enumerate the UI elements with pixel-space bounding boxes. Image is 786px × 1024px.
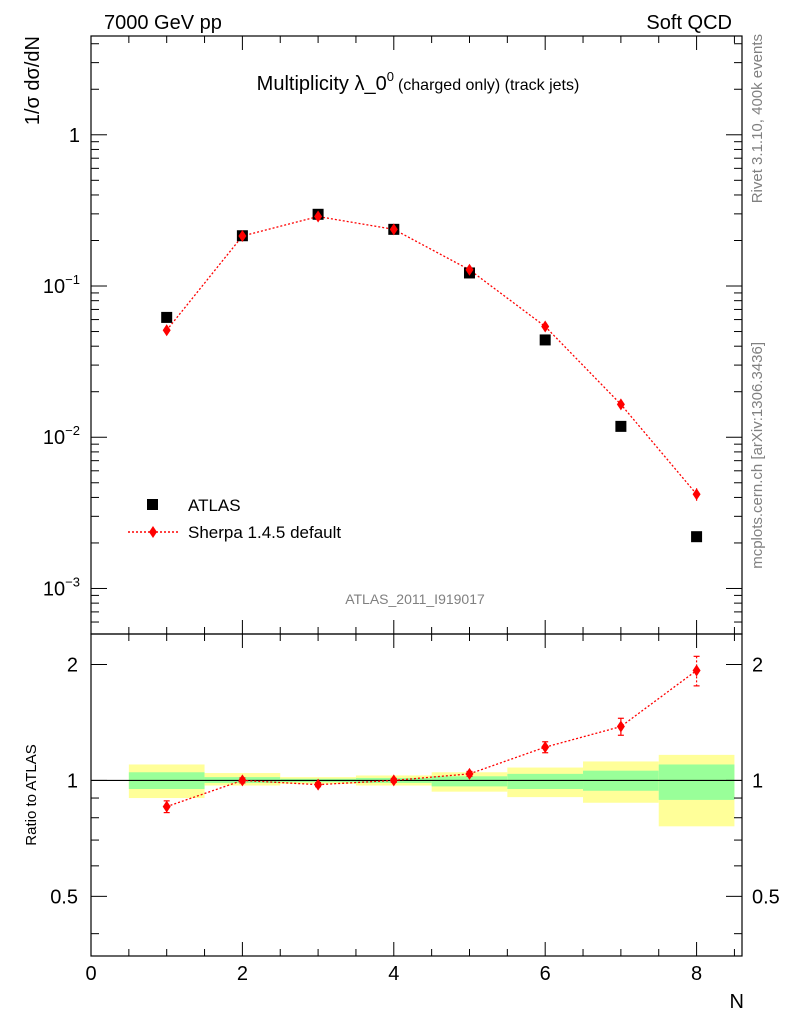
sherpa-point: [541, 320, 550, 333]
sherpa-point: [314, 210, 323, 223]
ratio-y-tick-label-left: 2: [67, 654, 78, 676]
ratio-sherpa-line: [166, 669, 697, 808]
ratio-sherpa-point: [692, 664, 701, 677]
x-tick-label: 6: [540, 963, 551, 985]
ratio-y-tick-label-right: 2: [752, 654, 763, 676]
ratio-sherpa-point: [541, 741, 550, 754]
main-y-tick-label: 10−3: [43, 574, 80, 600]
sherpa-point: [692, 488, 701, 501]
x-tick-label: 4: [388, 963, 399, 985]
sherpa-point: [162, 324, 171, 337]
ratio-y-tick-label-left: 1: [67, 770, 78, 792]
x-tick-label: 2: [237, 963, 248, 985]
legend-atlas-marker: [147, 499, 158, 510]
ratio-sherpa-point: [238, 774, 247, 787]
mcplots-label: mcplots.cern.ch [arXiv:1306.3436]: [749, 342, 766, 569]
legend: ATLAS Sherpa 1.4.5 default: [128, 496, 341, 542]
main-plot-frame: [90, 35, 743, 635]
ratio-sherpa-point: [389, 774, 398, 787]
rivet-version-label: Rivet 3.1.10, 400k events: [749, 34, 766, 203]
title-main: Multiplicity λ_0: [257, 73, 387, 95]
legend-atlas-label: ATLAS: [188, 496, 241, 515]
ratio-y-axis-label: Ratio to ATLAS: [23, 744, 40, 845]
ratio-green-band: [431, 776, 508, 787]
ratio-y-tick-label-right: 0.5: [752, 886, 780, 908]
ratio-y-tick-label-left: 0.5: [50, 886, 78, 908]
sherpa-point: [616, 398, 625, 411]
atlas-point: [161, 311, 173, 323]
sherpa-point: [465, 263, 474, 276]
sherpa-point: [238, 230, 247, 243]
ratio-green-band: [658, 764, 735, 800]
ratio-sherpa-point: [616, 720, 625, 733]
title-sup: 0: [387, 69, 394, 84]
sherpa-line: [166, 215, 698, 495]
main-title: Multiplicity λ_00 (charged only) (track j…: [257, 69, 580, 95]
x-tick-label: 0: [85, 963, 96, 985]
header-right: Soft QCD: [646, 12, 732, 34]
ratio-sherpa-point: [465, 767, 474, 780]
legend-sherpa-label: Sherpa 1.4.5 default: [188, 523, 341, 542]
atlas-point: [539, 334, 551, 346]
x-tick-label: 8: [691, 963, 702, 985]
ratio-sherpa-point: [162, 800, 171, 813]
analysis-id-label: ATLAS_2011_I919017: [345, 591, 485, 607]
atlas-point: [615, 420, 627, 432]
header-left: 7000 GeV pp: [104, 12, 222, 34]
ratio-green-band: [507, 773, 584, 789]
main-y-tick-label: 10−1: [43, 272, 80, 298]
title-sub: (charged only) (track jets): [398, 77, 579, 94]
ratio-y-tick-label-right: 1: [752, 770, 763, 792]
sherpa-point: [389, 223, 398, 236]
legend-sherpa-marker: [149, 526, 157, 538]
main-y-axis-label: 1/σ dσ/dN: [22, 36, 44, 125]
main-y-tick-label: 10−2: [43, 423, 80, 449]
ratio-sherpa-point: [314, 778, 323, 791]
main-y-tick-label: 1: [69, 125, 80, 147]
atlas-point: [691, 531, 703, 543]
ratio-plot-frame: [90, 633, 743, 957]
x-axis-label: N: [730, 991, 744, 1013]
